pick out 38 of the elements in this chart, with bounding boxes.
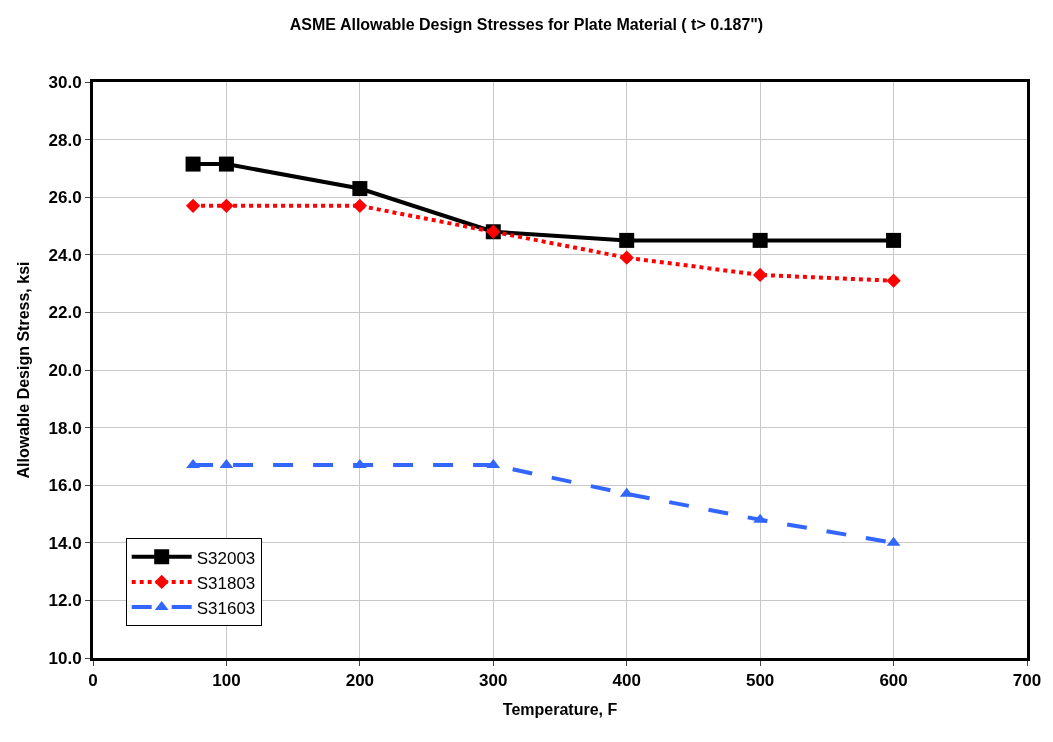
x-tick-label: 500: [745, 671, 775, 691]
x-tick-label: 400: [612, 671, 641, 691]
point: [619, 232, 635, 248]
y-tick-label: 20.0: [48, 360, 82, 380]
x-tick-label: 100: [212, 671, 241, 691]
x-tick-label: 700: [1012, 671, 1042, 691]
y-tick-label: 26.0: [48, 188, 82, 208]
y-tick-label: 10.0: [48, 648, 82, 668]
point: [752, 267, 768, 283]
legend-label: S32003: [196, 548, 256, 568]
x-tick-label: 200: [345, 671, 375, 691]
point: [752, 232, 768, 248]
point: [185, 156, 201, 172]
y-tick-label: 18.0: [48, 418, 82, 438]
point: [886, 232, 902, 248]
y-tick-label: 28.0: [48, 130, 82, 150]
x-tick-label: 600: [879, 671, 908, 691]
y-tick-label: 14.0: [48, 533, 82, 553]
point: [352, 181, 368, 197]
point: [185, 198, 201, 213]
chart-title: ASME Allowable Design Stresses for Plate Material ( t> 0.187"): [289, 15, 764, 33]
x-tick-label: 300: [479, 671, 508, 691]
point: [886, 273, 901, 288]
y-tick-label: 22.0: [48, 303, 82, 323]
y-axis-title: Allowable Design Stress, ksi: [15, 261, 33, 479]
legend-label: S31603: [196, 598, 256, 618]
point: [619, 250, 634, 265]
y-tick-label: 16.0: [48, 476, 82, 496]
y-tick-label: 24.0: [48, 245, 82, 265]
legend-label: S31803: [196, 573, 256, 593]
x-tick-label: 0: [88, 671, 98, 691]
point: [186, 459, 200, 469]
point: [218, 156, 234, 172]
y-tick-label: 30.0: [48, 72, 82, 92]
y-tick-label: 12.0: [48, 591, 82, 611]
x-axis-title: Temperature, F: [502, 701, 618, 719]
point: [219, 198, 234, 213]
point: [352, 198, 368, 213]
